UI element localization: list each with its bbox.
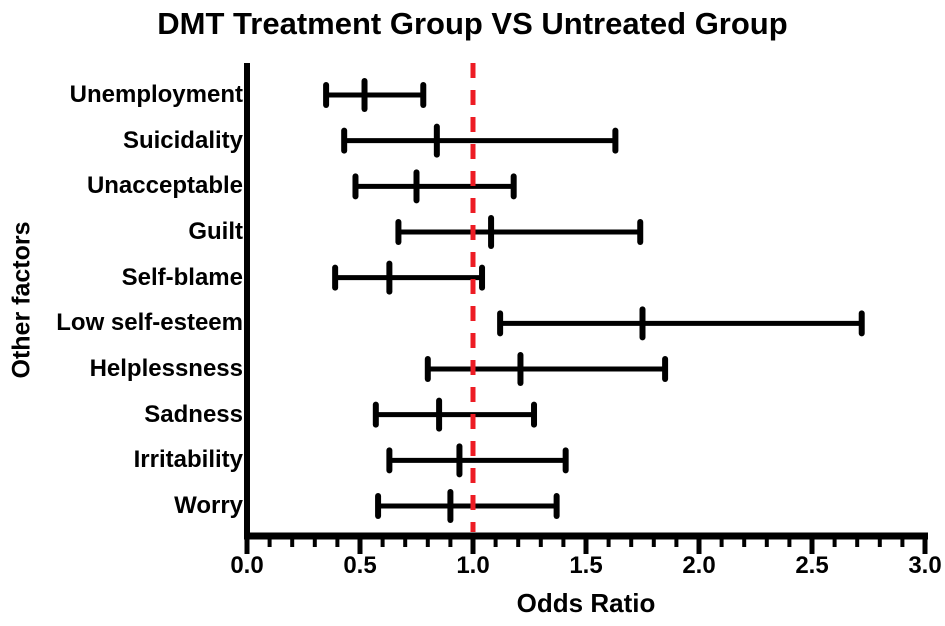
category-label: Unemployment: [69, 81, 243, 108]
error-bar: [352, 169, 517, 204]
category-label: Guilt: [188, 218, 243, 245]
error-bar: [497, 306, 865, 341]
category-label: Worry: [174, 492, 243, 519]
x-tick-label: 0.5: [343, 552, 377, 579]
error-bar: [375, 489, 560, 523]
chart-title: DMT Treatment Group VS Untreated Group: [157, 6, 788, 41]
x-tick-label: 2.0: [682, 552, 716, 579]
error-bar: [424, 352, 669, 386]
error-bar: [395, 215, 644, 249]
error-bar: [386, 443, 569, 478]
category-label: Self-blame: [121, 263, 243, 291]
category-label: Suicidality: [122, 126, 243, 154]
error-bar: [323, 78, 427, 112]
category-label: Helplessness: [89, 355, 243, 382]
x-axis-title: Odds Ratio: [516, 588, 656, 618]
error-bar: [341, 123, 619, 158]
x-tick-label: 1.5: [569, 552, 603, 579]
x-tick-label: 2.5: [795, 552, 829, 579]
error-bar: [332, 260, 486, 295]
category-label: Unacceptable: [86, 172, 243, 200]
x-tick-label: 3.0: [908, 552, 942, 579]
x-tick-label: 1.0: [456, 552, 490, 579]
error-bar: [372, 397, 538, 432]
category-label: Irritability: [133, 446, 243, 474]
category-label: Sadness: [144, 400, 243, 428]
x-tick-label: 0.0: [230, 552, 264, 579]
category-label: Low self-esteem: [56, 309, 243, 337]
